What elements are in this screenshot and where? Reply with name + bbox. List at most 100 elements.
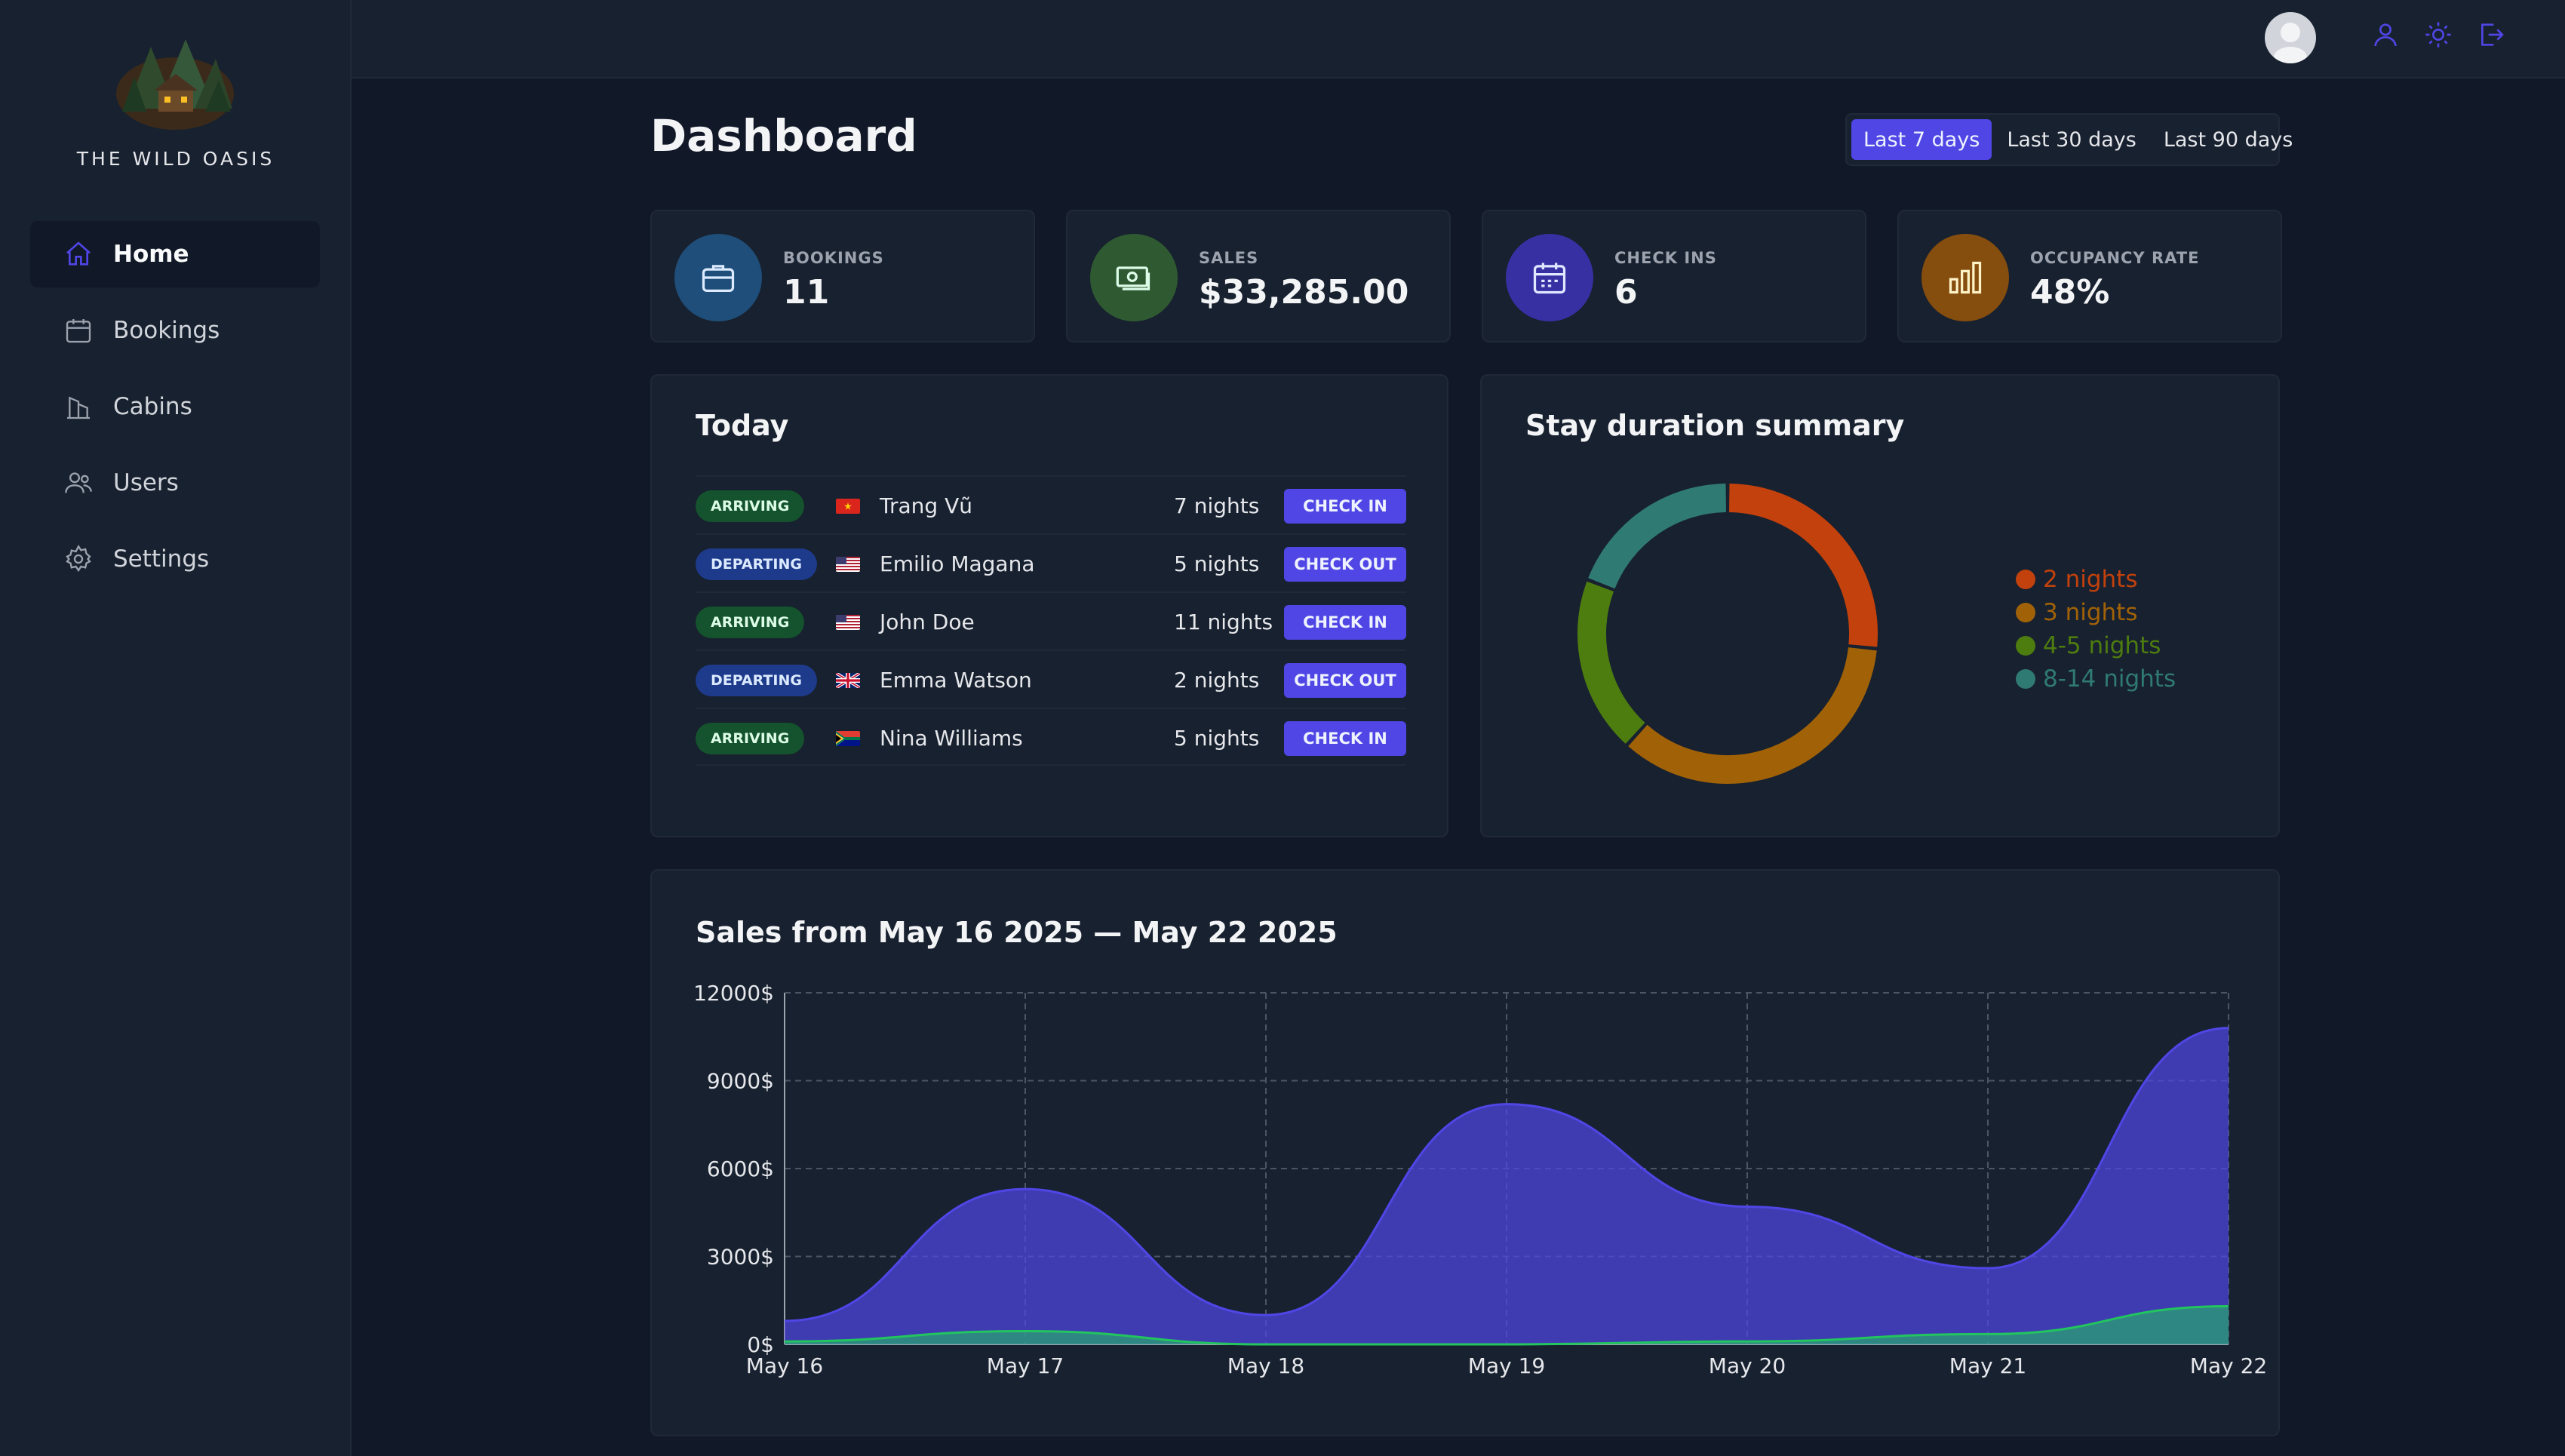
chart-bar-icon [1921,234,2009,321]
gear-icon [66,545,91,573]
donut-slice-2-nights[interactable] [1728,484,1878,647]
sidebar-item-bookings[interactable]: Bookings [30,297,320,364]
stat-value: 6 [1614,273,1638,312]
status-badge: ARRIVING [696,490,805,522]
flag-us-icon [836,615,860,630]
donut-slice-3-nights[interactable] [1628,647,1877,784]
flag-us-icon [836,557,860,572]
avatar[interactable] [2265,12,2316,63]
x-tick-label: May 16 [746,1353,823,1378]
check-out-button[interactable]: CHECK OUT [1284,547,1406,582]
stat-bookings: BOOKINGS 11 [650,210,1035,342]
nights-count: 2 nights [1174,668,1260,693]
filter-last-30-days[interactable]: Last 30 days [2007,127,2136,152]
page-title: Dashboard [650,110,917,161]
status-badge: DEPARTING [696,548,817,580]
flag-gb-icon [836,673,860,688]
stat-label: CHECK INS [1614,249,1717,267]
check-in-button[interactable]: CHECK IN [1284,605,1406,640]
calendar-icon [66,319,91,343]
stay-duration-donut [1577,484,1878,784]
legend-label: 3 nights [2043,599,2138,626]
y-tick-label: 12000$ [693,981,774,1006]
user-icon[interactable] [2370,20,2401,50]
users-icon [65,472,92,493]
legend-label: 8-14 nights [2043,665,2176,693]
sidebar: THE WILD OASIS Home Bookings Cabins User… [0,0,352,1456]
stat-label: SALES [1199,249,1259,267]
list-item: DEPARTING Emilio Magana 5 nights CHECK O… [696,533,1406,591]
nights-count: 7 nights [1174,493,1260,518]
home-icon [66,241,91,266]
sun-icon[interactable] [2423,20,2453,50]
x-tick-label: May 17 [987,1353,1064,1378]
stay-duration-panel: Stay duration summary 2 nights 3 nights … [1480,374,2280,837]
stat-sales: SALES $33,285.00 [1066,210,1451,342]
guest-name: John Doe [880,610,975,634]
flag-za-icon [836,731,860,746]
x-tick-label: May 19 [1468,1353,1545,1378]
series-area-total-sales [785,1027,2229,1344]
brand-name: THE WILD OASIS [76,148,275,170]
legend-dot [2016,636,2035,656]
y-tick-label: 9000$ [707,1069,774,1094]
guest-name: Emilio Magana [880,551,1035,576]
y-tick-label: 3000$ [707,1245,774,1270]
check-in-button[interactable]: CHECK IN [1284,489,1406,524]
guest-name: Emma Watson [880,668,1032,693]
legend-dot [2016,669,2035,689]
stay-duration-title: Stay duration summary [1525,409,1905,442]
today-list: ARRIVING Trang Vũ 7 nights CHECK IN DEPA… [696,475,1406,766]
donut-legend: 2 nights 3 nights 4-5 nights 8-14 nights [2016,563,2176,696]
check-out-button[interactable]: CHECK OUT [1284,663,1406,698]
sidebar-item-cabins[interactable]: Cabins [30,373,320,440]
y-tick-label: 6000$ [707,1157,774,1181]
flag-vn-icon [836,499,860,514]
top-header [352,0,2565,78]
sidebar-item-home[interactable]: Home [30,221,320,287]
check-in-button[interactable]: CHECK IN [1284,721,1406,756]
stat-occupancy-rate: OCCUPANCY RATE 48% [1897,210,2282,342]
status-badge: ARRIVING [696,607,805,638]
legend-dot [2016,570,2035,589]
x-tick-label: May 22 [2190,1353,2267,1378]
nights-count: 11 nights [1174,610,1273,634]
filter-last-90-days[interactable]: Last 90 days [2163,127,2293,152]
today-panel: Today ARRIVING Trang Vũ 7 nights CHECK I… [650,374,1448,837]
sidebar-item-label: Bookings [113,317,220,344]
stat-label: OCCUPANCY RATE [2030,249,2200,267]
logout-icon[interactable] [2476,20,2506,50]
banknotes-icon [1090,234,1178,321]
x-tick-label: May 18 [1227,1353,1304,1378]
series-area-extras-sales [785,1306,2229,1344]
sidebar-item-users[interactable]: Users [30,450,320,516]
stat-value: 48% [2030,273,2110,312]
sales-chart-title: Sales from May 16 2025 — May 22 2025 [696,916,1338,949]
legend-dot [2016,603,2035,622]
filter-last-7-days[interactable]: Last 7 days [1851,119,1992,160]
briefcase-icon [674,234,762,321]
sales-chart-panel: Sales from May 16 2025 — May 22 2025 0$ 3… [650,869,2280,1436]
x-tick-label: May 20 [1709,1353,1786,1378]
legend-label: 4-5 nights [2043,632,2161,659]
logo [112,33,238,131]
calendar-days-icon [1506,234,1593,321]
today-title: Today [696,409,789,442]
sidebar-item-settings[interactable]: Settings [30,526,320,592]
series-line-extras-sales[interactable] [784,1305,2229,1346]
sales-area-chart: 0$ 3000$ 6000$ 9000$ 12000$ May 16 May 17 May 1… [693,981,2267,1378]
x-tick-label: May 21 [1949,1353,2026,1378]
donut-slice-4-5-nights[interactable] [1577,581,1645,744]
legend-item: 3 nights [2016,596,2176,629]
guest-name: Trang Vũ [880,493,972,518]
y-tick-label: 0$ [747,1332,774,1357]
buildings-icon [67,396,90,419]
legend-item: 2 nights [2016,563,2176,596]
status-badge: DEPARTING [696,665,817,696]
donut-slice-8-14-nights[interactable] [1588,484,1727,589]
legend-label: 2 nights [2043,566,2138,593]
guest-name: Nina Williams [880,726,1023,751]
date-range-filter: Last 7 days Last 30 days Last 90 days [1845,113,2293,166]
list-item: DEPARTING Emma Watson 2 nights CHECK OUT [696,650,1406,708]
series-line-total-sales[interactable] [784,1027,2229,1322]
